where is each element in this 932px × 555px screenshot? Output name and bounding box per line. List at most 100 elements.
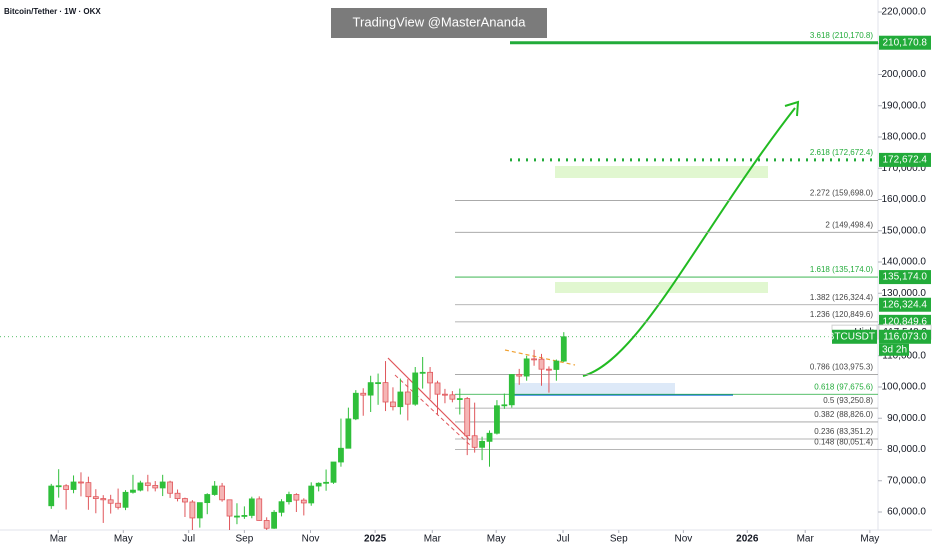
candle-body	[286, 494, 292, 503]
candle-body	[263, 520, 270, 529]
axes: 60,000.0 70,000.0 80,000.0 90,000.0 100,000.…	[50, 7, 932, 545]
candle-body	[397, 391, 404, 408]
candle-body	[412, 372, 419, 405]
candle-body	[204, 494, 211, 504]
candle-body	[100, 498, 107, 501]
candle-body	[494, 405, 500, 434]
candle-body	[464, 398, 471, 437]
projection-arrow	[582, 107, 796, 377]
watermark: TradingView @MasterAnanda	[353, 14, 527, 29]
candle-body	[63, 485, 70, 490]
candle-body	[345, 418, 352, 449]
candle-body	[456, 398, 463, 400]
candles	[0, 332, 878, 530]
candle-body	[390, 401, 396, 408]
candle-body	[55, 485, 62, 488]
candle-body	[92, 496, 99, 499]
fib-label: 2.618 (172,672.4)	[810, 148, 873, 157]
candle-body	[85, 482, 92, 498]
price-tag-label: 135,174.0	[883, 272, 928, 283]
support-zone	[510, 383, 675, 394]
candle-body	[486, 432, 493, 442]
chart-title: Bitcoin/Tether · 1W · OKX	[4, 7, 101, 16]
x-tick-label: Mar	[50, 534, 68, 545]
x-tick-label: Nov	[302, 534, 320, 545]
y-tick-label: 160,000.0	[882, 194, 927, 205]
price-tag	[879, 152, 931, 167]
price-tag	[879, 329, 931, 344]
y-tick-label: 130,000.0	[882, 288, 927, 299]
candle-body	[360, 392, 367, 396]
candle-body	[159, 481, 166, 489]
candle-body	[256, 498, 263, 521]
candle-body	[271, 511, 277, 529]
y-tick-label: 80,000.0	[887, 444, 926, 455]
fib-label: 0.618 (97,675.6)	[814, 382, 873, 391]
candle-body	[546, 368, 552, 371]
arrow-head	[784, 100, 800, 117]
price-tag-label: 120,849.6	[883, 316, 928, 327]
candle-body	[404, 391, 411, 405]
candle-body	[553, 360, 560, 370]
candle-body	[122, 491, 129, 508]
candle-body	[330, 461, 337, 483]
candle-body	[137, 482, 144, 491]
candle-body	[226, 499, 233, 517]
candle-body	[211, 485, 218, 495]
x-tick-label: 2025	[364, 534, 387, 545]
price-tag	[879, 270, 931, 285]
fib-label: 0.236 (83,351.2)	[814, 427, 873, 436]
candle-body	[48, 485, 55, 507]
candle-body	[427, 371, 433, 384]
candle-body	[144, 482, 151, 486]
candle-body	[338, 447, 344, 463]
candle-body	[508, 374, 515, 406]
candle-body	[516, 374, 523, 377]
price-tag-title: BTCUSDT	[828, 331, 875, 342]
candle-body	[219, 485, 225, 501]
candle-body	[70, 481, 77, 490]
fib-levels: 3.618 (210,170.8) 2.618 (172,672.4) 2.272 …	[455, 31, 878, 450]
x-tick-label: Mar	[424, 534, 442, 545]
x-tick-label: May	[487, 534, 506, 545]
y-tick-label: 110,000.0	[882, 350, 926, 361]
candle-body	[189, 501, 196, 519]
candle-body	[419, 371, 426, 374]
candle-body	[115, 502, 122, 508]
price-tag-label: 210,170.8	[883, 37, 928, 48]
trend-line	[504, 349, 576, 366]
y-tick-label: 190,000.0	[882, 100, 927, 111]
fib-label: 0.5 (93,250.8)	[823, 396, 873, 405]
x-tick-label: Sep	[235, 534, 253, 545]
candle-body	[182, 498, 188, 503]
fib-label: 0.148 (80,051.4)	[814, 437, 873, 446]
x-tick-label: Nov	[674, 534, 692, 545]
candle-body	[174, 492, 181, 499]
fib-label: 1.236 (120,849.6)	[810, 310, 873, 319]
candle-body	[241, 515, 248, 517]
candle-body	[479, 440, 485, 448]
candle-body	[367, 382, 374, 396]
candle-body	[442, 393, 448, 396]
candle-body	[278, 501, 285, 513]
fib-label: 2 (149,498.4)	[825, 220, 873, 229]
candle-body	[130, 489, 136, 493]
y-tick-label: 70,000.0	[887, 475, 926, 486]
y-tick-label: 90,000.0	[887, 413, 926, 424]
y-tick-label: 200,000.0	[882, 69, 927, 80]
candle-body	[449, 394, 456, 400]
x-tick-label: May	[114, 534, 133, 545]
price-tag-sub: 3d 2h	[882, 344, 907, 355]
y-tick-label: 150,000.0	[882, 225, 927, 236]
candle-body	[293, 494, 300, 501]
candle-body	[152, 485, 159, 489]
price-tag	[879, 35, 931, 50]
candle-body	[501, 404, 508, 407]
price-tag-label: 172,672.4	[883, 155, 928, 166]
fib-label: 2.272 (159,698.0)	[810, 189, 873, 198]
price-tag-label: 116,073.0	[883, 331, 927, 342]
candle-body	[471, 435, 478, 448]
candle-body	[234, 515, 240, 518]
